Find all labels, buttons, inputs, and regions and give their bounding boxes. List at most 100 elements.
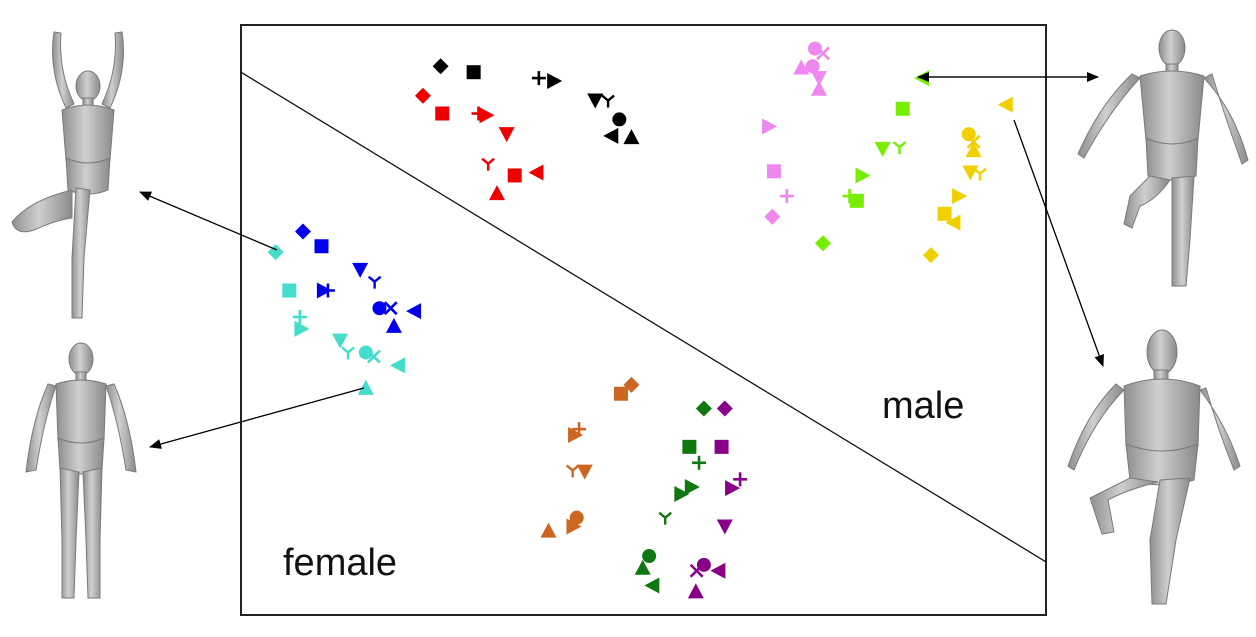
- data-point-diamond: [764, 208, 781, 225]
- data-point-tri-left: [389, 357, 405, 374]
- data-point-circle: [372, 301, 387, 316]
- data-point-cross: [689, 563, 704, 578]
- point-cluster: [432, 58, 640, 145]
- data-point-tri-up: [965, 142, 982, 158]
- arrow-to-female-standing: [149, 387, 365, 449]
- female-body-model-icon: [11, 31, 124, 319]
- data-point-tri-up: [385, 317, 402, 333]
- data-point-tri-down: [498, 127, 515, 143]
- data-point-tri-left: [528, 164, 544, 181]
- data-point-circle: [642, 549, 657, 563]
- data-point-cross: [966, 134, 981, 149]
- data-point-tri-y: [973, 167, 987, 181]
- data-point-square: [682, 439, 697, 454]
- data-point-tri-right: [855, 167, 871, 184]
- data-point-tri-right: [568, 427, 584, 444]
- point-cluster: [922, 96, 1013, 264]
- arrow-to-male-leg-raised: [1013, 119, 1104, 367]
- data-point-circle: [569, 510, 584, 525]
- data-point-circle: [807, 41, 822, 56]
- region-label-female: female: [283, 542, 397, 584]
- data-point-tri-up: [357, 379, 374, 395]
- data-point-tri-down: [332, 333, 349, 349]
- pointer-arrows: [139, 72, 1104, 449]
- data-point-tri-left: [945, 214, 961, 231]
- gender-separator-line: [240, 71, 1047, 563]
- data-point-diamond: [294, 223, 311, 240]
- arrow-to-female-tree-pose: [139, 191, 278, 251]
- point-cluster: [540, 376, 640, 538]
- data-point-tri-left: [710, 562, 726, 579]
- data-point-plus: [531, 71, 546, 86]
- data-point-circle: [358, 345, 373, 360]
- data-point-tri-up: [687, 583, 704, 599]
- data-point-square: [937, 206, 952, 221]
- male-body-model-icon: [1077, 29, 1249, 287]
- data-point-square: [613, 386, 628, 401]
- data-point-tri-right: [684, 478, 700, 495]
- data-point-tri-y: [892, 141, 907, 155]
- data-point-diamond: [815, 235, 832, 252]
- data-point-tri-left: [406, 303, 422, 320]
- data-point-tri-right: [294, 320, 310, 337]
- plot-frame: [240, 24, 1047, 616]
- point-cluster: [687, 400, 748, 599]
- data-point-tri-up: [488, 185, 505, 201]
- data-point-circle: [805, 59, 820, 74]
- data-point-tri-up: [540, 522, 557, 538]
- data-point-plus: [779, 189, 794, 204]
- data-point-square: [507, 168, 522, 183]
- data-point-diamond: [695, 400, 712, 417]
- data-point-circle: [612, 112, 627, 127]
- point-cluster: [294, 223, 422, 333]
- data-point-tri-y: [367, 275, 382, 289]
- data-point-square: [466, 65, 481, 80]
- region-label-male: male: [882, 385, 964, 427]
- point-cluster: [634, 400, 712, 594]
- data-point-tri-right: [725, 480, 741, 497]
- data-point-tri-down: [810, 71, 827, 87]
- data-point-tri-left: [997, 96, 1013, 113]
- data-point-diamond: [432, 58, 449, 75]
- data-point-plus: [320, 283, 335, 298]
- data-point-tri-down: [352, 262, 369, 278]
- data-point-tri-up: [793, 59, 810, 75]
- point-cluster: [762, 41, 830, 225]
- data-point-square: [314, 239, 329, 254]
- female-body-model-icon: [25, 342, 137, 599]
- data-point-tri-up: [623, 129, 640, 145]
- data-point-tri-right: [674, 486, 690, 503]
- data-point-tri-right: [952, 188, 968, 205]
- point-cluster: [414, 87, 544, 201]
- data-point-diamond: [414, 87, 431, 104]
- data-point-tri-down: [576, 464, 593, 480]
- data-point-square: [282, 283, 297, 298]
- data-point-plus: [733, 472, 748, 487]
- data-point-square: [895, 101, 910, 116]
- data-point-cross: [383, 301, 398, 316]
- data-point-tri-y: [481, 157, 495, 171]
- data-point-cross: [366, 349, 381, 364]
- data-point-tri-right: [479, 107, 495, 124]
- data-point-square: [435, 106, 450, 121]
- data-point-tri-down: [587, 93, 604, 109]
- data-point-tri-y: [601, 94, 615, 108]
- data-markers: [267, 41, 1013, 599]
- data-point-tri-up: [634, 559, 651, 575]
- data-point-cross: [816, 46, 830, 61]
- data-point-tri-right: [566, 518, 582, 535]
- data-point-diamond: [716, 400, 733, 417]
- data-point-tri-up: [810, 80, 827, 96]
- data-point-square: [849, 193, 864, 208]
- data-point-tri-y: [658, 511, 673, 525]
- data-point-plus: [692, 455, 707, 470]
- data-point-tri-left: [644, 577, 660, 594]
- data-point-tri-down: [874, 141, 891, 157]
- data-point-tri-left: [603, 127, 619, 144]
- data-point-plus: [292, 310, 307, 325]
- male-body-model-icon: [1067, 329, 1241, 605]
- data-point-square: [714, 439, 729, 454]
- data-point-tri-down: [716, 519, 733, 535]
- data-point-square: [766, 164, 781, 179]
